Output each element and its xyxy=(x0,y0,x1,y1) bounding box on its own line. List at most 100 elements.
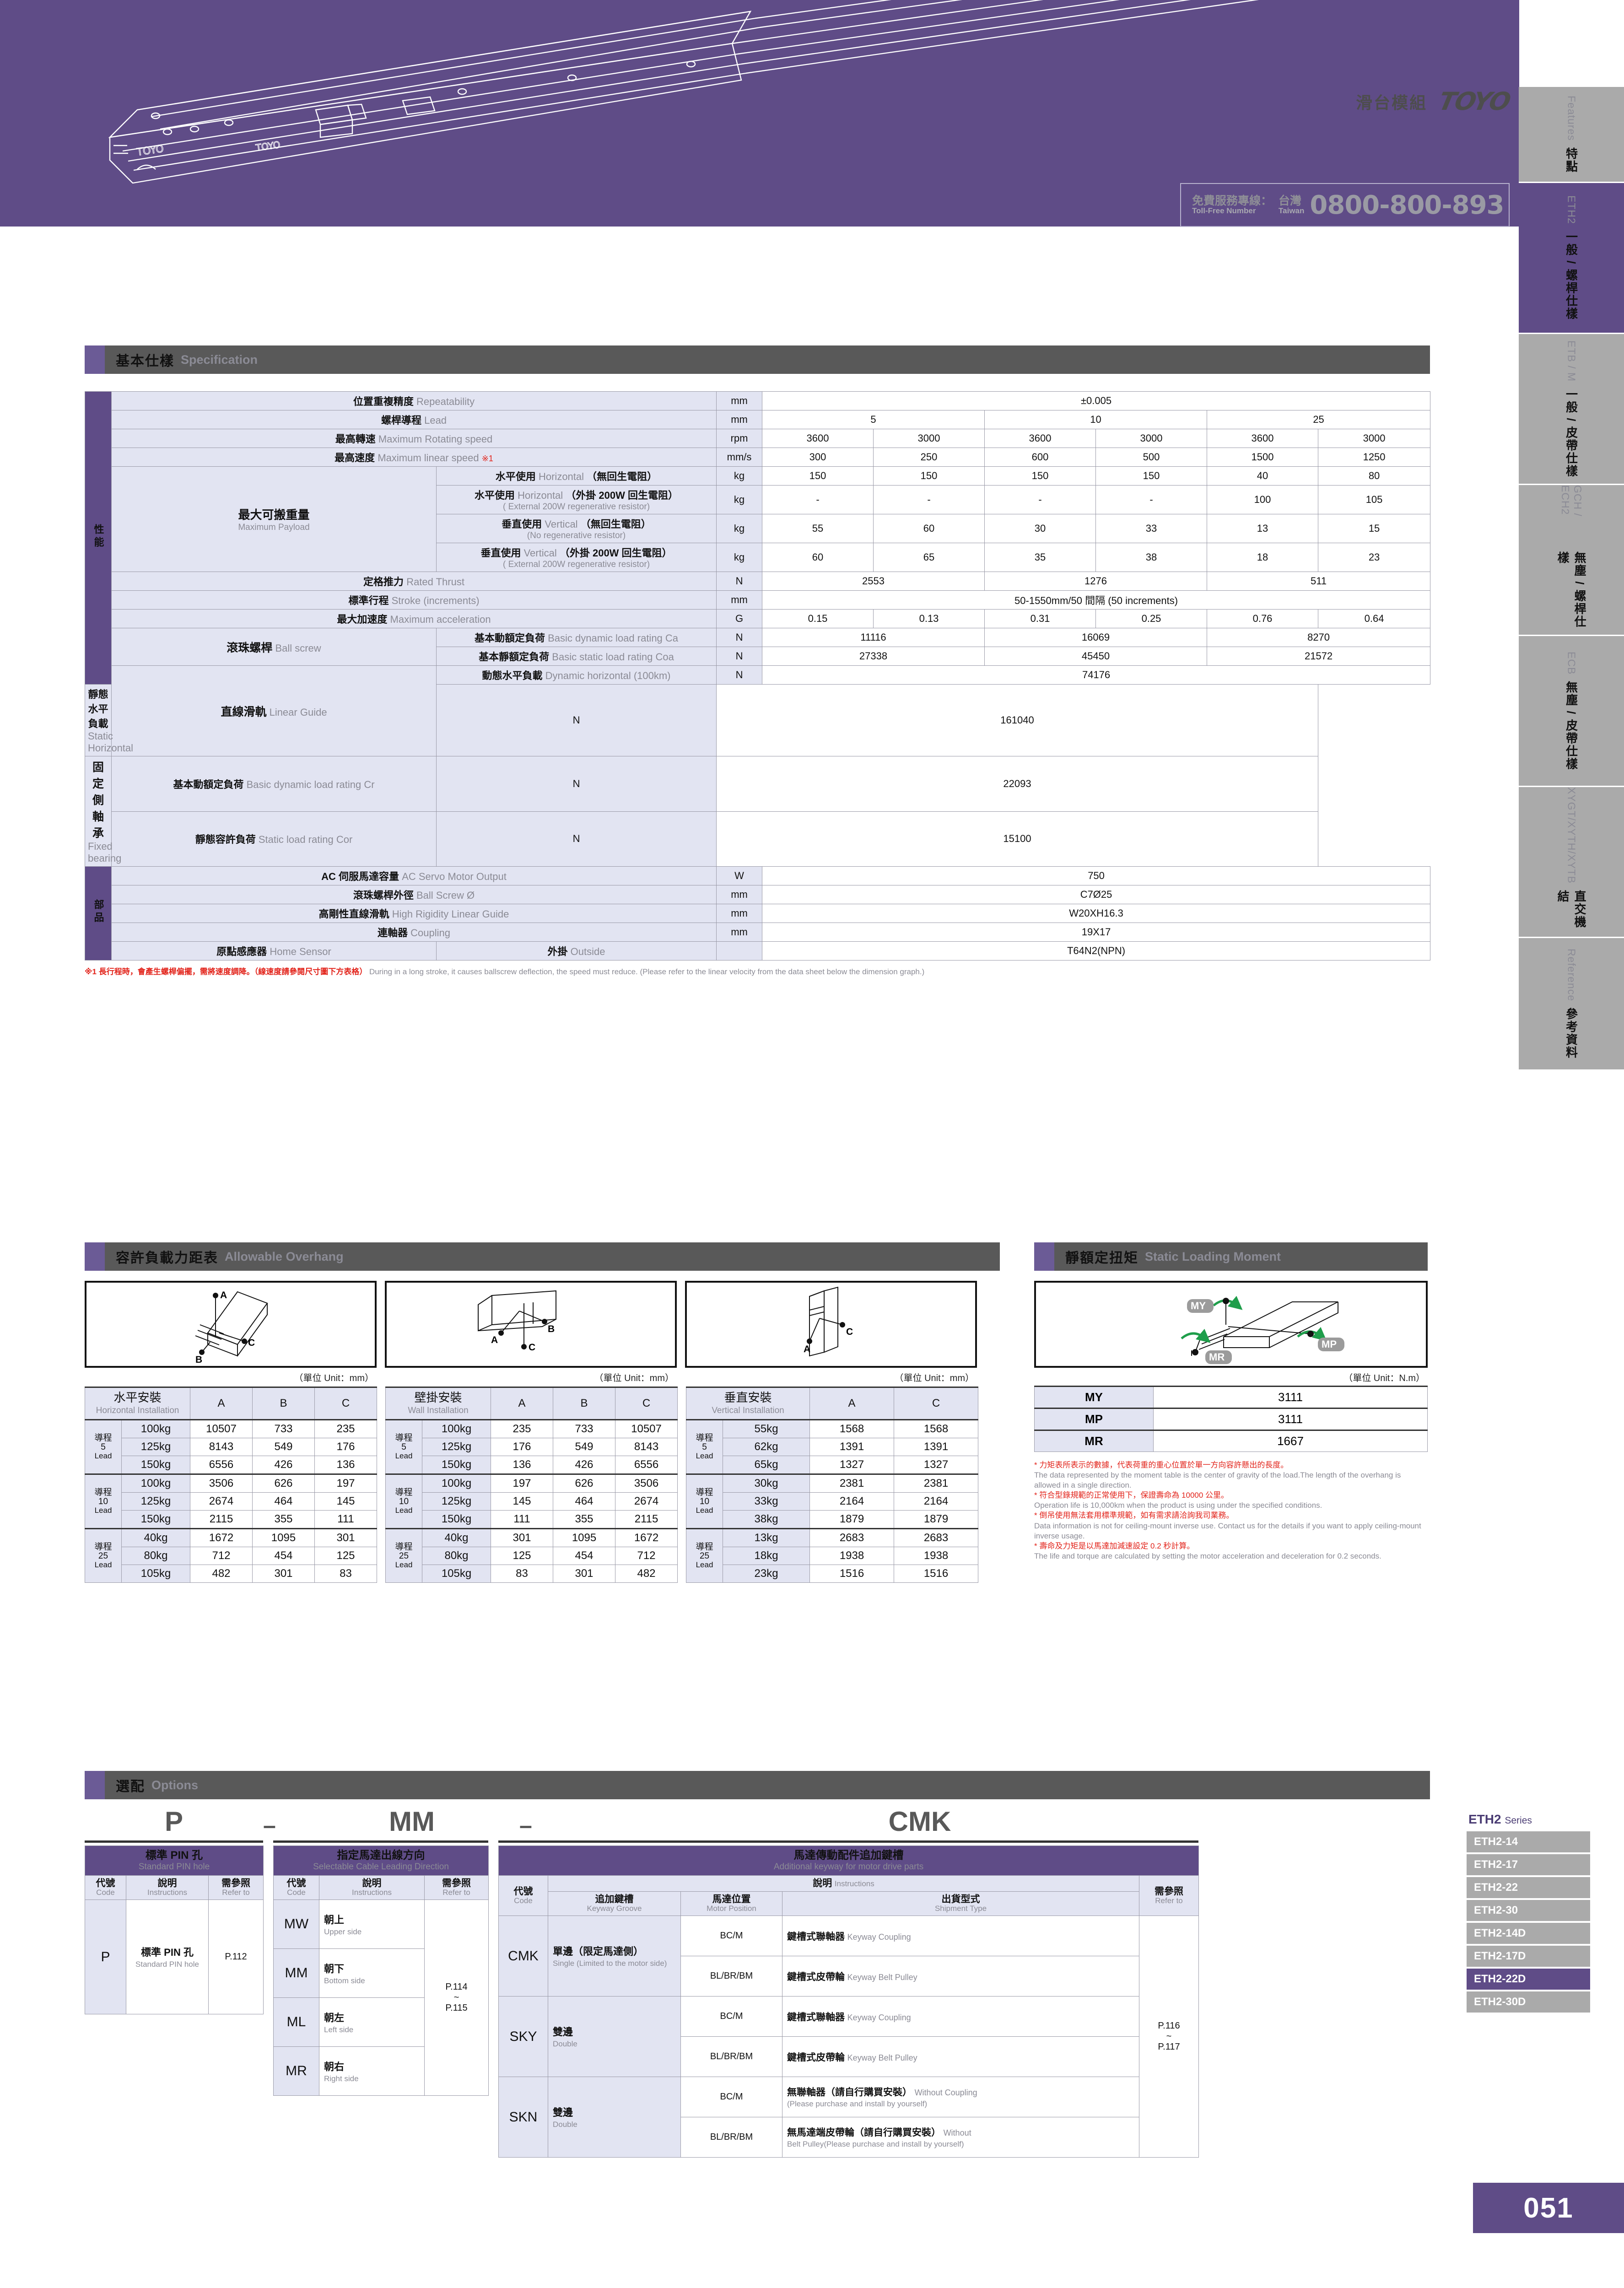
table-row: MM 朝下 Bottom side xyxy=(273,1948,489,1998)
overhang-col-B: B xyxy=(553,1386,616,1420)
g1-row-code[interactable]: P xyxy=(85,1899,126,2015)
overhang-weight: 80kg xyxy=(121,1547,190,1565)
overhang-value: 136 xyxy=(491,1456,554,1475)
table-row: 高剛性直線滑軌 High Rigidity Linear Guide mm W20X… xyxy=(85,904,1431,923)
g2-refer[interactable]: P.114 ~ P.115 xyxy=(424,1899,489,2096)
overhang-weight: 100kg xyxy=(121,1473,190,1493)
overhang-lead-group: 導程 10 Lead xyxy=(85,1473,122,1529)
overhang-value: 83 xyxy=(314,1565,377,1583)
toll-free-label-en: Toll-Free Number xyxy=(1192,206,1256,215)
table-row: MR 朝右 Right side xyxy=(273,2046,489,2096)
spec-row-label: 最高轉速 Maximum Rotating speed xyxy=(111,429,717,448)
spec-value: 3000 xyxy=(873,429,985,448)
note-en: Operation life is 10,000km when the prod… xyxy=(1034,1501,1322,1510)
sidebar-tab-ecb[interactable]: ECB 無塵 / 皮帶仕樣 xyxy=(1519,636,1624,787)
g2-code[interactable]: MW xyxy=(273,1899,319,1949)
sidebar-tab-eth2[interactable]: ETH2 一般 / 螺桿仕樣 xyxy=(1519,183,1624,334)
sidebar-tab-features[interactable]: Features 特點 xyxy=(1519,87,1624,183)
g3-keyway: 雙邊 Double xyxy=(548,2077,681,2158)
series-item-eth2-14[interactable]: ETH2-14 xyxy=(1467,1831,1590,1852)
overhang-value: 1391 xyxy=(894,1438,979,1457)
overhang-weight: 40kg xyxy=(421,1528,491,1548)
overhang-value: 454 xyxy=(252,1547,315,1565)
overhang-weight: 13kg xyxy=(723,1528,810,1548)
overhang-weight: 150kg xyxy=(421,1456,491,1475)
series-item-eth2-30d[interactable]: ETH2-30D xyxy=(1467,1991,1590,2013)
table-row: 導程 5 Lead 100kg 235 733 10507 xyxy=(385,1419,678,1475)
spec-value: 74176 xyxy=(762,665,1431,685)
table-row: 125kg 145 464 2674 xyxy=(386,1492,678,1511)
series-item-eth2-14d[interactable]: ETH2-14D xyxy=(1467,1923,1590,1944)
sidebar-tab-cn: 無塵 / 皮帶仕樣 xyxy=(1564,680,1578,771)
overhang-lead-group: 導程 25 Lead xyxy=(686,1528,723,1583)
overhang-value: 6556 xyxy=(615,1456,678,1475)
section-sidebar[interactable]: Features 特點 ETH2 一般 / 螺桿仕樣 ETB / M 一般 / 皮帶仕樣 G… xyxy=(1519,87,1624,1071)
overhang-value: 1095 xyxy=(553,1528,616,1548)
option-group-keyway: 馬達傳動配件追加鍵槽 Additional keyway for motor d… xyxy=(498,1840,1199,2158)
g3-code[interactable]: SKY xyxy=(498,1996,548,2078)
g3-col-motorpos: 馬達位置 Motor Position xyxy=(680,1891,782,1916)
g2-code[interactable]: MR xyxy=(273,2046,319,2096)
overhang-title-en: Allowable Overhang xyxy=(225,1249,344,1263)
table-row: 62kg 1391 1391 xyxy=(686,1438,979,1457)
spec-value: - xyxy=(984,485,1096,514)
table-row: 125kg 176 549 8143 xyxy=(386,1438,678,1457)
table-row: 38kg 1879 1879 xyxy=(686,1510,979,1529)
moment-title-en: Static Loading Moment xyxy=(1145,1249,1281,1263)
table-row: 靜態容許負荷 Static load rating Cor N 15100 xyxy=(85,811,1430,867)
spec-row-label: 垂直使用 Vertical （無回生電阻） (No regenerative re… xyxy=(436,514,717,543)
overhang-value: 176 xyxy=(314,1438,377,1457)
overhang-value: 355 xyxy=(553,1510,616,1529)
table-row: 原點感應器 Home Sensor 外掛 Outside T64N2(NPN) xyxy=(85,941,1431,961)
code-part-2: MM xyxy=(389,1806,435,1837)
g3-shipment-type: 無聯軸器（請自行購買安裝） Without Coupling (Please pu… xyxy=(782,2077,1139,2118)
spec-unit: G xyxy=(716,609,763,628)
table-row: 垂直使用 Vertical （外掛 200W 回生電阻）( External 2… xyxy=(85,543,1431,572)
overhang-value: 355 xyxy=(252,1510,315,1529)
spec-value: 27338 xyxy=(762,647,985,666)
g2-code[interactable]: MM xyxy=(273,1948,319,1998)
spec-row-label-outside: 外掛 Outside xyxy=(436,941,717,961)
series-item-eth2-22[interactable]: ETH2-22 xyxy=(1467,1877,1590,1898)
moment-label-my: MY xyxy=(1191,1300,1206,1311)
spec-value: 33 xyxy=(1095,514,1208,543)
series-item-eth2-17d[interactable]: ETH2-17D xyxy=(1467,1946,1590,1967)
g3-code[interactable]: SKN xyxy=(498,2077,548,2158)
table-row: 150kg 6556 426 136 xyxy=(85,1456,377,1475)
spec-value: 3000 xyxy=(1095,429,1208,448)
g2-col-code-cn: 代號 xyxy=(286,1878,306,1889)
spec-value: 2553 xyxy=(762,572,985,591)
overhang-lead-group: 導程 10 Lead xyxy=(686,1473,723,1529)
g2-desc: 朝下 Bottom side xyxy=(319,1948,425,1998)
sidebar-tab-xygt-xyth-xytb[interactable]: XYGT/XYTH/XYTB 直交機結 xyxy=(1519,787,1624,938)
sidebar-tab-etb-m[interactable]: ETB / M 一般 / 皮帶仕樣 xyxy=(1519,334,1624,485)
table-row: 最大可搬重量 Maximum Payload 水平使用 Horizontal （無回… xyxy=(85,466,1431,572)
g2-code[interactable]: ML xyxy=(273,1997,319,2047)
series-item-eth2-30[interactable]: ETH2-30 xyxy=(1467,1900,1590,1921)
table-row: 150kg 136 426 6556 xyxy=(386,1456,678,1475)
allowable-overhang-section: 容許負載力距表 Allowable Overhang A xyxy=(85,1242,1000,1583)
sidebar-tab-gch-ech2[interactable]: GCH / ECH2 無塵 / 螺桿仕樣 xyxy=(1519,485,1624,636)
spec-value: - xyxy=(873,485,985,514)
series-item-eth2-22d[interactable]: ETH2-22D xyxy=(1467,1969,1590,1990)
g1-row-desc: 標準 PIN 孔 Standard PIN hole xyxy=(126,1899,209,2015)
g3-header-cn: 馬達傳動配件追加鍵槽 xyxy=(793,1849,904,1862)
brand-title-cn: 滑台模組 xyxy=(1356,93,1428,112)
g3-refer[interactable]: P.116 ~ P.117 xyxy=(1138,1916,1199,2158)
g3-motor-position: BC/M xyxy=(680,1916,782,1957)
g2-col-refer-en: Refer to xyxy=(442,1888,470,1897)
spec-unit: kg xyxy=(716,514,763,543)
overhang-weight: 55kg xyxy=(723,1419,810,1439)
overhang-value: 482 xyxy=(615,1565,678,1583)
g3-col-instr-cn: 說明 xyxy=(813,1878,832,1889)
g3-code[interactable]: CMK xyxy=(498,1916,548,1997)
g2-header: 指定馬達出線方向 Selectable Cable Leading Direct… xyxy=(273,1845,489,1876)
sidebar-tab-reference[interactable]: Reference 參考資料 xyxy=(1519,938,1624,1071)
overhang-lead-group: 導程 10 Lead xyxy=(385,1473,422,1529)
table-row: 18kg 1938 1938 xyxy=(686,1547,979,1565)
overhang-value: 3506 xyxy=(190,1473,253,1493)
diagram-horizontal: A B C xyxy=(85,1281,377,1368)
g1-row-refer[interactable]: P.112 xyxy=(208,1899,264,2015)
series-item-eth2-17[interactable]: ETH2-17 xyxy=(1467,1854,1590,1875)
